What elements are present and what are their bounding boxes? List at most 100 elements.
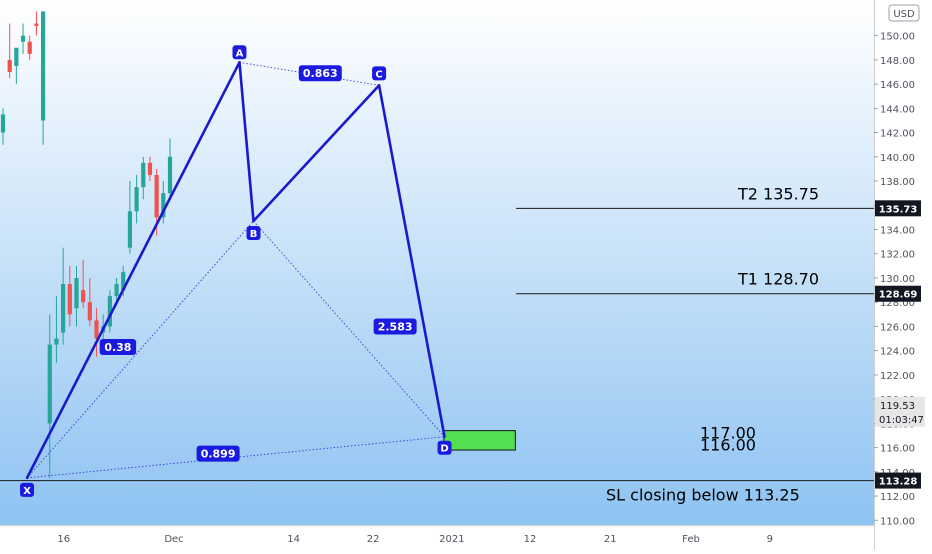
level-t1: T1 128.70 (516, 270, 874, 295)
candle (107, 290, 112, 333)
zone-box (443, 430, 516, 451)
candle-body (74, 277, 79, 309)
point-marker-box (372, 66, 387, 81)
candle-body (94, 320, 99, 339)
level-text: T1 128.70 (737, 270, 819, 289)
point-marker-label: X (23, 486, 31, 497)
x-tick-label: 22 (367, 534, 380, 545)
x-tick-label: Feb (682, 534, 700, 545)
level-text: T2 135.75 (737, 184, 819, 203)
y-tick-label: 134.00 (880, 226, 915, 237)
candle (81, 259, 86, 309)
candle (127, 181, 133, 254)
ratio-label-box (373, 318, 417, 335)
x-tick-label: 12 (524, 534, 537, 545)
candle-body (61, 284, 66, 333)
x-tick-label: 16 (57, 534, 70, 545)
zone-bottom-label: 116.00 (700, 436, 756, 455)
last-price-countdown: 01:03:47 (879, 415, 924, 426)
y-tick-label: 110.00 (880, 516, 915, 527)
price-tag-text: 128.69 (879, 290, 918, 301)
point-marker-c: C (372, 66, 387, 81)
candlestick-series (0, 11, 173, 478)
price-tag-text: 113.28 (879, 477, 918, 488)
level-text: SL closing below 113.25 (606, 486, 800, 505)
price-tag-t2: 135.73 (875, 200, 921, 217)
point-marker-b: B (246, 226, 261, 241)
y-tick-label: 124.00 (880, 347, 915, 358)
price-tag-t1: 128.69 (875, 285, 921, 302)
candle-body (127, 211, 133, 248)
currency-badge-box (888, 4, 920, 22)
candle-body (67, 284, 72, 315)
ratio-guide-line (26, 220, 254, 479)
candle-body (141, 162, 146, 188)
point-marker-box (437, 440, 452, 455)
candle (167, 138, 173, 200)
y-tick-label: 142.00 (880, 129, 915, 140)
candle-body (20, 35, 26, 42)
level-sl: SL closing below 113.25 (0, 480, 874, 505)
price-tag-box (875, 472, 921, 489)
candle (134, 174, 139, 224)
price-tag-text: 135.73 (879, 204, 918, 215)
currency-badge[interactable]: USD (888, 4, 920, 22)
candle (61, 247, 66, 345)
candle (0, 108, 6, 145)
last-price-box (875, 396, 925, 427)
y-tick-label: 138.00 (880, 177, 915, 188)
last-price-tag: 119.53 01:03:47 (875, 396, 925, 427)
candle (67, 265, 72, 327)
ratio-label: 2.583 (373, 318, 417, 335)
candle-body (40, 11, 46, 121)
ratio-label-box (196, 445, 240, 462)
point-marker-x: X (20, 482, 35, 497)
candle (141, 156, 146, 200)
candle-body (34, 23, 39, 26)
candle (147, 156, 153, 182)
candle (114, 277, 119, 303)
candle-body (121, 271, 126, 291)
y-tick-label: 150.00 (880, 32, 915, 43)
ratio-guide-line (253, 220, 445, 438)
candle-body (7, 59, 12, 73)
candle (40, 11, 46, 145)
y-tick-label: 122.00 (880, 371, 915, 382)
pattern-leg-BC (252, 84, 381, 223)
time-axis-panel (0, 525, 874, 550)
currency-label: USD (893, 9, 915, 20)
ratio-label: 0.899 (196, 445, 240, 462)
y-tick-label: 146.00 (880, 80, 915, 91)
y-tick-label: 148.00 (880, 56, 915, 67)
candle-body (147, 162, 153, 175)
candle-body (154, 174, 159, 218)
level-t2: T2 135.75 (516, 184, 874, 209)
candle (27, 35, 32, 60)
y-tick-label: 116.00 (880, 444, 915, 455)
y-axis: 110.00112.00114.00116.00118.00120.00122.… (874, 32, 915, 527)
candle-body (87, 302, 92, 321)
candle (20, 23, 26, 54)
x-tick-label: 9 (767, 534, 773, 545)
ratio-label-text: 0.863 (303, 67, 338, 80)
ratio-label: 0.38 (99, 339, 137, 356)
point-marker-label: D (440, 444, 448, 455)
price-tag-box (875, 200, 921, 217)
x-tick-label: 14 (287, 534, 300, 545)
y-tick-label: 130.00 (880, 274, 915, 285)
ratio-label-box (99, 339, 137, 356)
candle (34, 11, 39, 36)
ratio-label-text: 0.38 (104, 341, 131, 354)
price-axis-panel (874, 0, 932, 550)
point-marker-label: B (250, 229, 258, 240)
point-marker-label: A (236, 48, 244, 59)
pattern-leg-AB (238, 61, 255, 223)
candle-body (167, 156, 173, 194)
candle (47, 314, 52, 478)
price-levels: T2 135.75 T1 128.70 SL closing below 113.2… (0, 184, 874, 505)
pattern-leg-CD (377, 84, 446, 439)
ratio-label-text: 2.583 (378, 320, 413, 333)
candle-body (81, 290, 86, 303)
